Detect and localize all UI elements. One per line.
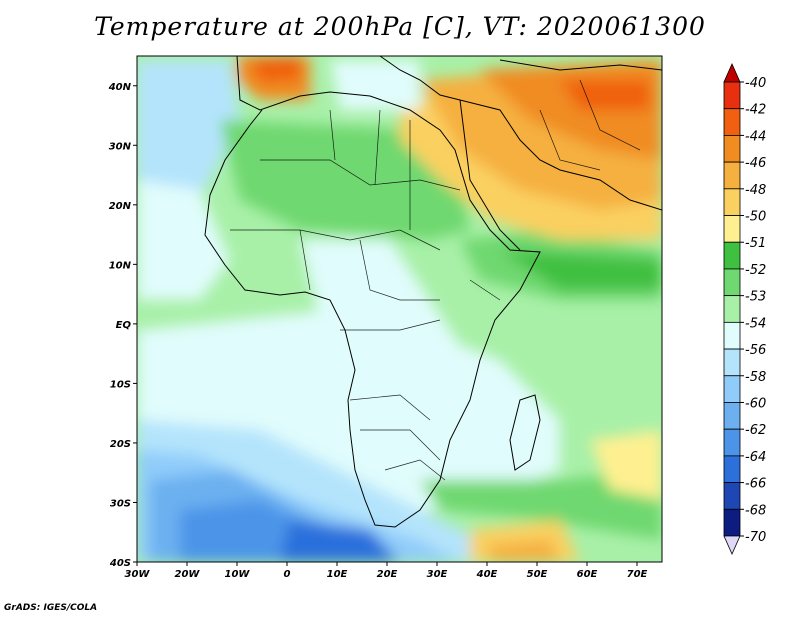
lat-tick-label: 10S — [110, 379, 131, 390]
lon-tick-label: 10E — [327, 569, 348, 580]
colorbar-label: -53 — [745, 290, 766, 305]
colorbar-label: -62 — [745, 423, 766, 438]
colorbar-label: -70 — [745, 530, 766, 545]
colorbar-label: -42 — [745, 103, 766, 118]
plot-frame — [136, 55, 663, 563]
lon-tick-label: 30E — [427, 569, 448, 580]
colorbar-band — [723, 241, 741, 270]
colorbar-band — [723, 81, 741, 110]
colorbar: -40 -42 -44 -46 -48 -50 -51 -52 -53 -54 -56 -58 -60 -… — [723, 63, 766, 555]
colorbar-band — [723, 268, 741, 297]
colorbar-band — [723, 508, 741, 537]
grads-credit: GrADS: IGES/COLA — [4, 603, 98, 613]
colorbar-label: -50 — [745, 210, 766, 225]
colorbar-band — [723, 135, 741, 163]
lon-tick-label: 20E — [377, 569, 398, 580]
lat-tick-label: 30N — [109, 141, 132, 152]
colorbar-label: -60 — [745, 396, 766, 411]
colorbar-band — [723, 295, 741, 323]
colorbar-band — [723, 375, 741, 403]
colorbar-label: -58 — [745, 370, 766, 385]
map-title: Temperature at 200hPa [C], VT: 202006130… — [94, 12, 706, 41]
colorbar-band — [723, 161, 741, 190]
longitude-axis: 30W 20W 10W 0 10E 20E 30E 40E 50E 60E 70E — [125, 562, 648, 580]
lon-tick-label: 30W — [125, 569, 151, 580]
lon-tick-label: 40E — [476, 569, 498, 580]
lat-tick-label: 20N — [109, 201, 132, 212]
lon-tick-label: 70E — [627, 569, 648, 580]
lon-tick-label: 60E — [577, 569, 598, 580]
colorbar-label: -54 — [745, 316, 766, 331]
lon-tick-label: 0 — [284, 569, 291, 580]
colorbar-label: -66 — [745, 477, 766, 492]
colorbar-label: -48 — [745, 183, 766, 198]
lon-tick-label: 10W — [225, 569, 251, 580]
lat-tick-label: 40N — [108, 82, 132, 93]
colorbar-top-arrow — [723, 63, 741, 83]
colorbar-label: -56 — [745, 343, 766, 358]
lat-tick-label: 20S — [110, 439, 131, 450]
lat-tick-label: 10N — [109, 260, 132, 271]
lat-tick-label: EQ — [116, 320, 132, 331]
colorbar-band — [723, 108, 741, 136]
colorbar-band — [723, 482, 741, 510]
colorbar-label: -44 — [745, 129, 766, 144]
colorbar-label: -64 — [745, 450, 766, 465]
colorbar-bottom-arrow — [723, 535, 741, 555]
colorbar-band — [723, 188, 741, 216]
colorbar-band — [723, 455, 741, 483]
latitude-axis: 40S 30S 20S 10S EQ 10N 20N 30N 40N — [108, 82, 137, 569]
colorbar-band — [723, 215, 741, 243]
country-borders — [230, 79, 641, 481]
lon-tick-label: 50E — [527, 569, 548, 580]
colorbar-band — [723, 348, 741, 377]
colorbar-label: -40 — [745, 76, 766, 91]
colorbar-label: -51 — [745, 236, 766, 251]
lat-tick-label: 30S — [110, 498, 131, 509]
lon-tick-label: 20W — [175, 569, 201, 580]
colorbar-label: -46 — [745, 156, 766, 171]
colorbar-band — [723, 402, 741, 430]
lat-tick-label: 40S — [109, 558, 131, 569]
coastlines — [204, 56, 662, 528]
colorbar-label: -52 — [745, 263, 766, 278]
colorbar-band — [723, 321, 741, 350]
colorbar-label: -68 — [745, 503, 766, 518]
colorbar-band — [723, 428, 741, 457]
temperature-field — [137, 56, 662, 562]
